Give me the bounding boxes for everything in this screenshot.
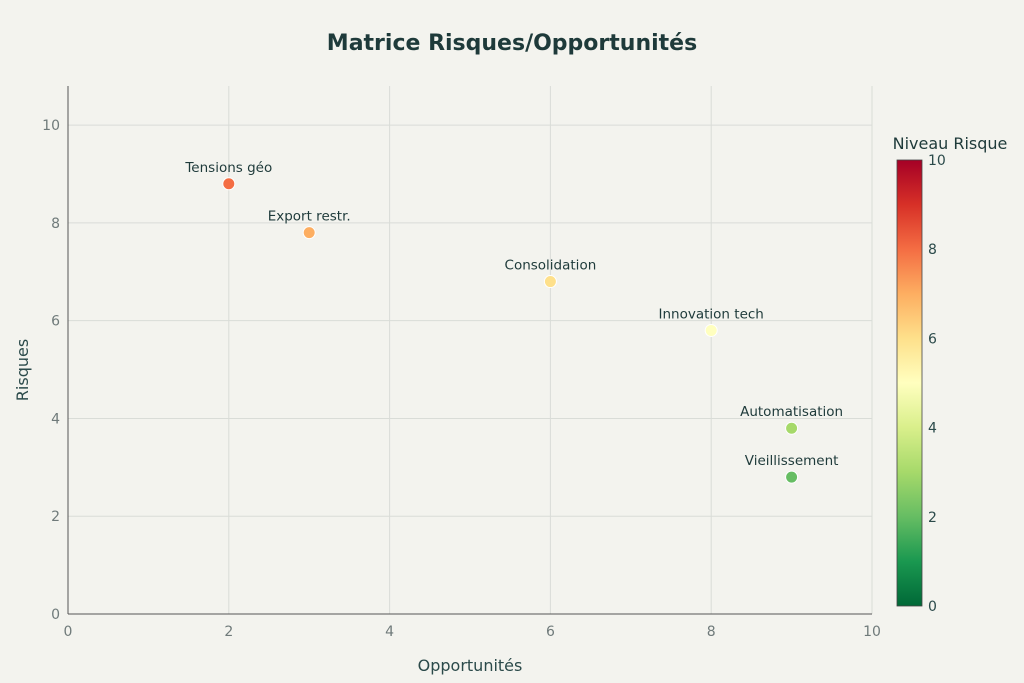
colorbar-tick-label: 4 bbox=[928, 421, 937, 437]
x-tick-label: 8 bbox=[707, 624, 716, 640]
data-point[interactable]: Innovation tech bbox=[659, 306, 764, 337]
y-tick-label: 10 bbox=[42, 118, 60, 134]
colorbar-gradient bbox=[896, 159, 923, 607]
x-axis-label: Opportunités bbox=[418, 656, 523, 675]
y-tick-label: 2 bbox=[51, 509, 60, 525]
x-tick-label: 2 bbox=[224, 624, 233, 640]
colorbar: Niveau Risque 0 2 4 6 8 10 bbox=[893, 134, 1008, 615]
y-tick-label: 8 bbox=[51, 216, 60, 232]
colorbar-tick-label: 0 bbox=[928, 599, 937, 615]
y-tick-label: 6 bbox=[51, 314, 60, 330]
colorbar-title: Niveau Risque bbox=[893, 134, 1008, 153]
grid-lines bbox=[68, 86, 873, 614]
point-label: Tensions géo bbox=[184, 160, 272, 176]
point-marker[interactable] bbox=[785, 470, 799, 484]
point-label: Vieillissement bbox=[745, 453, 839, 469]
x-tick-label: 6 bbox=[546, 624, 555, 640]
point-marker[interactable] bbox=[222, 177, 236, 191]
x-tick-labels: 0 2 4 6 8 10 bbox=[64, 624, 881, 640]
point-label: Innovation tech bbox=[659, 306, 764, 322]
point-label: Automatisation bbox=[740, 404, 843, 420]
point-marker[interactable] bbox=[704, 323, 718, 337]
data-point[interactable]: Consolidation bbox=[505, 258, 597, 289]
colorbar-tick-label: 10 bbox=[928, 153, 946, 169]
point-marker[interactable] bbox=[543, 275, 557, 289]
data-point[interactable]: Vieillissement bbox=[745, 453, 839, 484]
point-marker[interactable] bbox=[785, 421, 799, 435]
colorbar-tick-label: 6 bbox=[928, 331, 937, 347]
x-tick-label: 0 bbox=[64, 624, 73, 640]
x-tick-label: 10 bbox=[863, 624, 881, 640]
y-tick-label: 0 bbox=[51, 607, 60, 623]
y-tick-label: 4 bbox=[51, 411, 60, 427]
axes bbox=[67, 86, 872, 615]
point-label: Export restr. bbox=[268, 209, 351, 225]
point-label: Consolidation bbox=[505, 258, 597, 274]
colorbar-tick-labels: 0 2 4 6 8 10 bbox=[928, 153, 946, 615]
data-point[interactable]: Tensions géo bbox=[184, 160, 272, 191]
data-point[interactable]: Export restr. bbox=[268, 209, 351, 240]
data-points: Tensions géo Export restr. Consolidation In… bbox=[184, 160, 843, 484]
x-tick-label: 4 bbox=[385, 624, 394, 640]
colorbar-tick-label: 2 bbox=[928, 510, 937, 526]
data-point[interactable]: Automatisation bbox=[740, 404, 843, 435]
y-axis-label: Risques bbox=[13, 339, 32, 401]
y-tick-labels: 0 2 4 6 8 10 bbox=[42, 118, 60, 623]
chart-title: Matrice Risques/Opportunités bbox=[327, 31, 697, 56]
colorbar-tick-label: 8 bbox=[928, 242, 937, 258]
point-marker[interactable] bbox=[302, 226, 316, 240]
